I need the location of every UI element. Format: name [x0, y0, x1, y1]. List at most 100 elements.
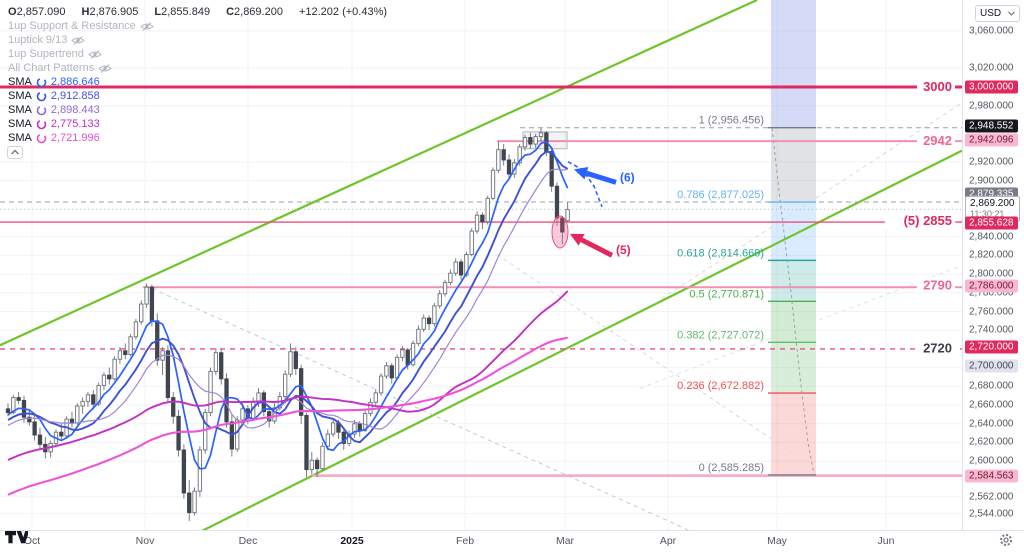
level-label-backing: [917, 79, 955, 94]
candle-body: [309, 459, 314, 471]
price-axis[interactable]: 3,060.000 3,020.000 2,980.000 2,920.000 2,90…: [962, 0, 1024, 530]
level-label: 2720: [923, 340, 952, 355]
price-axis-badge: 2,942.096: [965, 133, 1018, 147]
indicator-row-supertrend[interactable]: 1up Supertrend: [8, 47, 393, 61]
indicator-row-support-resistance[interactable]: 1up Support & Resistance: [8, 19, 393, 33]
price-tick-label: 2,562.000: [969, 491, 1014, 503]
indicator-label: 1up Support & Resistance: [8, 20, 136, 32]
candle-body: [565, 208, 570, 222]
trendline: [201, 149, 962, 530]
close-value: 2,869.200: [234, 6, 283, 18]
fib-level-label: 1 (2,956.456): [699, 115, 764, 127]
candle-body: [533, 136, 538, 145]
candle-body: [293, 351, 298, 370]
candle-body: [448, 272, 453, 283]
candle-body: [421, 317, 426, 330]
sma-line: [7, 150, 569, 444]
price-axis-badge: 2,786.000: [965, 279, 1018, 293]
trendline: [0, 0, 758, 347]
candle-body: [219, 352, 224, 380]
candle-body: [27, 416, 32, 423]
candle-body: [442, 282, 448, 295]
eye-hidden-icon[interactable]: [98, 63, 113, 74]
indicator-row-uptick[interactable]: 1uptick 9/13: [8, 33, 393, 47]
candle-body: [144, 286, 149, 305]
time-tick-label: Nov: [135, 535, 155, 547]
price-tick-label: 2,640.000: [969, 418, 1014, 430]
fib-band-segment: [771, 260, 816, 302]
fib-level-label: 0 (2,585.285): [699, 462, 764, 474]
level-label: 3000: [923, 79, 952, 94]
annotation-label: (6): [620, 171, 635, 185]
indicator-label: All Chart Patterns: [8, 62, 95, 74]
candle-body: [480, 214, 485, 223]
eye-hidden-icon[interactable]: [88, 49, 102, 60]
price-tick-label: 2,740.000: [969, 324, 1014, 336]
candle-body: [197, 449, 203, 492]
candle-body: [330, 422, 336, 435]
settings-gear-icon[interactable]: [999, 533, 1013, 547]
price-chart-canvas[interactable]: 1 (2,956.456) 0.786 (2,877.025) 0.618 (2,8…: [0, 0, 962, 530]
annotation-arrow-head: [570, 233, 585, 246]
sma-row[interactable]: SMA 2,886.646: [8, 76, 100, 88]
candle-body: [235, 419, 240, 450]
candle-body: [16, 397, 21, 401]
tradingview-logo[interactable]: [4, 529, 30, 550]
time-axis[interactable]: Oct Nov Dec 2025 Feb Mar Apr May Jun: [0, 530, 1024, 552]
currency-dropdown[interactable]: USD: [975, 5, 1020, 22]
price-axis-badge: 2,720.000: [965, 340, 1018, 354]
candle-body: [80, 400, 85, 407]
level-label: 2942: [923, 133, 952, 148]
candle-body: [91, 394, 96, 405]
candle-body: [496, 149, 501, 171]
chevron-down-icon: [1008, 11, 1015, 16]
fib-band-segment: [771, 393, 816, 475]
candle-body: [432, 305, 437, 325]
candle-body: [320, 445, 325, 470]
candle-body: [101, 374, 107, 386]
candle-body: [389, 365, 394, 379]
candle-body: [469, 230, 474, 255]
annotation-arrow-shaft: [585, 170, 617, 185]
time-tick-label: Dec: [238, 535, 258, 547]
candle-body: [458, 261, 464, 276]
time-tick-label: Jun: [877, 535, 895, 547]
eye-hidden-icon[interactable]: [71, 35, 86, 46]
sma-row[interactable]: SMA 2,775.133: [8, 118, 100, 130]
price-tick-label: 3,060.000: [969, 25, 1014, 37]
candle-body: [117, 350, 123, 360]
candle-body: [304, 414, 309, 471]
candle-body: [405, 349, 410, 366]
sma-rows: SMA 2,886.646 SMA 2,912.858 SMA 2,898.443 SMA 2…: [8, 75, 393, 145]
candle-body: [37, 434, 43, 445]
candle-body: [149, 286, 155, 322]
candle-body: [59, 431, 64, 437]
fib-band-segment: [771, 127, 816, 203]
sma-loading-icon: [36, 119, 47, 130]
sma-row[interactable]: SMA 2,721.996: [8, 132, 100, 144]
price-axis-badge: 2,700.000: [965, 359, 1018, 373]
indicator-row-chart-patterns[interactable]: All Chart Patterns: [8, 61, 393, 75]
fib-band-segment: [771, 342, 816, 394]
fib-level-label: 0.382 (2,727.072): [677, 329, 764, 341]
time-tick-label: Apr: [659, 535, 677, 547]
candle-body: [560, 217, 565, 233]
candle-body: [549, 151, 554, 187]
candle-body: [128, 336, 133, 356]
sma-row[interactable]: SMA 2,898.443: [8, 104, 100, 116]
time-tick-label: Oct: [23, 535, 41, 547]
fib-band-segment: [771, 301, 816, 343]
sma-row[interactable]: SMA 2,912.858: [8, 90, 100, 102]
candle-body: [181, 449, 187, 494]
candle-body: [240, 408, 245, 421]
level-label-backing: [885, 213, 955, 229]
sma-value: 2,721.996: [50, 132, 100, 144]
eye-hidden-icon[interactable]: [140, 21, 154, 32]
candle-body: [112, 358, 117, 380]
legend-collapse-button[interactable]: [7, 146, 23, 159]
candle-body: [5, 408, 11, 414]
change-value: +12.202 (+0.43%): [298, 6, 388, 18]
candle-body: [485, 197, 490, 223]
level-label-backing: [917, 132, 955, 148]
